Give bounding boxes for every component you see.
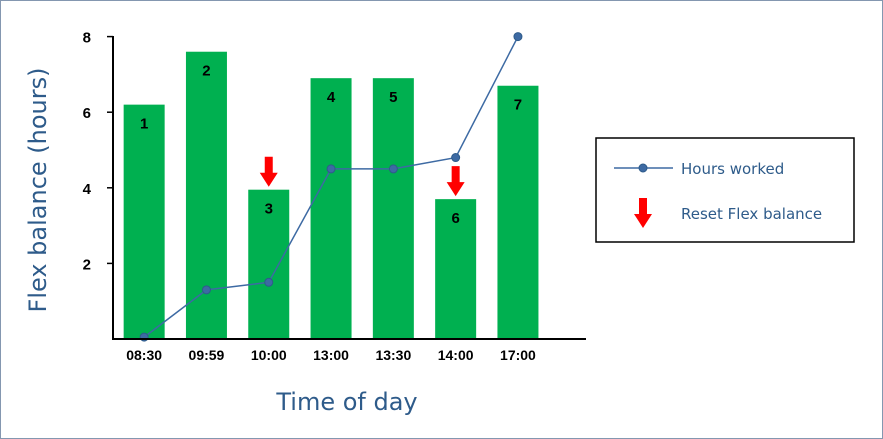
hours-worked-point-6 — [451, 153, 461, 163]
bar-2 — [185, 51, 227, 339]
bar-7 — [497, 85, 539, 340]
bar-1 — [123, 104, 165, 339]
x-tick-label-3: 10:00 — [251, 347, 287, 363]
x-tick-label-2: 09:59 — [189, 347, 225, 363]
bar-3 — [248, 189, 290, 339]
legend: Hours worked Reset Flex balance — [595, 137, 855, 243]
bar-4 — [310, 78, 352, 340]
legend-marker-symbol — [638, 163, 648, 173]
x-tick-label-5: 13:30 — [375, 347, 411, 363]
x-axis-title: Time of day — [275, 388, 417, 416]
reset-arrow-6 — [446, 166, 465, 197]
x-tick-label-7: 17:00 — [500, 347, 536, 363]
y-ticks-layer: 2 4 6 8 — [83, 30, 113, 273]
y-tick-label-2: 2 — [83, 256, 91, 273]
hours-worked-point-2 — [201, 285, 211, 295]
reset-arrows-layer — [259, 156, 465, 197]
bar-label-2: 2 — [202, 63, 210, 80]
bar-6 — [435, 199, 477, 339]
bar-label-1: 1 — [140, 116, 148, 133]
bar-label-6: 6 — [451, 210, 459, 227]
y-tick-label-8: 8 — [83, 30, 91, 47]
bar-label-5: 5 — [389, 89, 397, 106]
bar-labels-layer: 1 2 3 4 5 6 7 — [140, 63, 522, 227]
bar-label-7: 7 — [514, 97, 522, 114]
bars-layer — [123, 51, 539, 340]
hours-worked-point-5 — [388, 164, 398, 174]
x-tick-label-6: 14:00 — [438, 347, 474, 363]
y-tick-label-6: 6 — [83, 105, 91, 122]
y-axis-title: Flex balance (hours) — [24, 68, 52, 313]
legend-label-reset-flex-balance: Reset Flex balance — [681, 205, 822, 223]
legend-box — [595, 137, 855, 243]
legend-arrow-symbol — [634, 198, 652, 228]
x-tick-label-4: 13:00 — [313, 347, 349, 363]
bar-label-3: 3 — [265, 201, 273, 218]
x-ticks-layer: 08:30 09:59 10:00 13:00 13:30 14:00 17:00 — [126, 347, 536, 363]
x-tick-label-1: 08:30 — [126, 347, 162, 363]
y-tick-label-4: 4 — [83, 181, 92, 198]
hours-worked-point-4 — [326, 164, 336, 174]
bar-label-4: 4 — [327, 89, 336, 106]
reset-arrow-3 — [259, 156, 278, 187]
bar-5 — [372, 78, 414, 340]
hours-worked-point-3 — [264, 277, 274, 287]
hours-worked-point-7 — [513, 32, 523, 42]
legend-label-hours-worked: Hours worked — [681, 160, 784, 178]
hours-worked-line-layer — [139, 32, 523, 342]
